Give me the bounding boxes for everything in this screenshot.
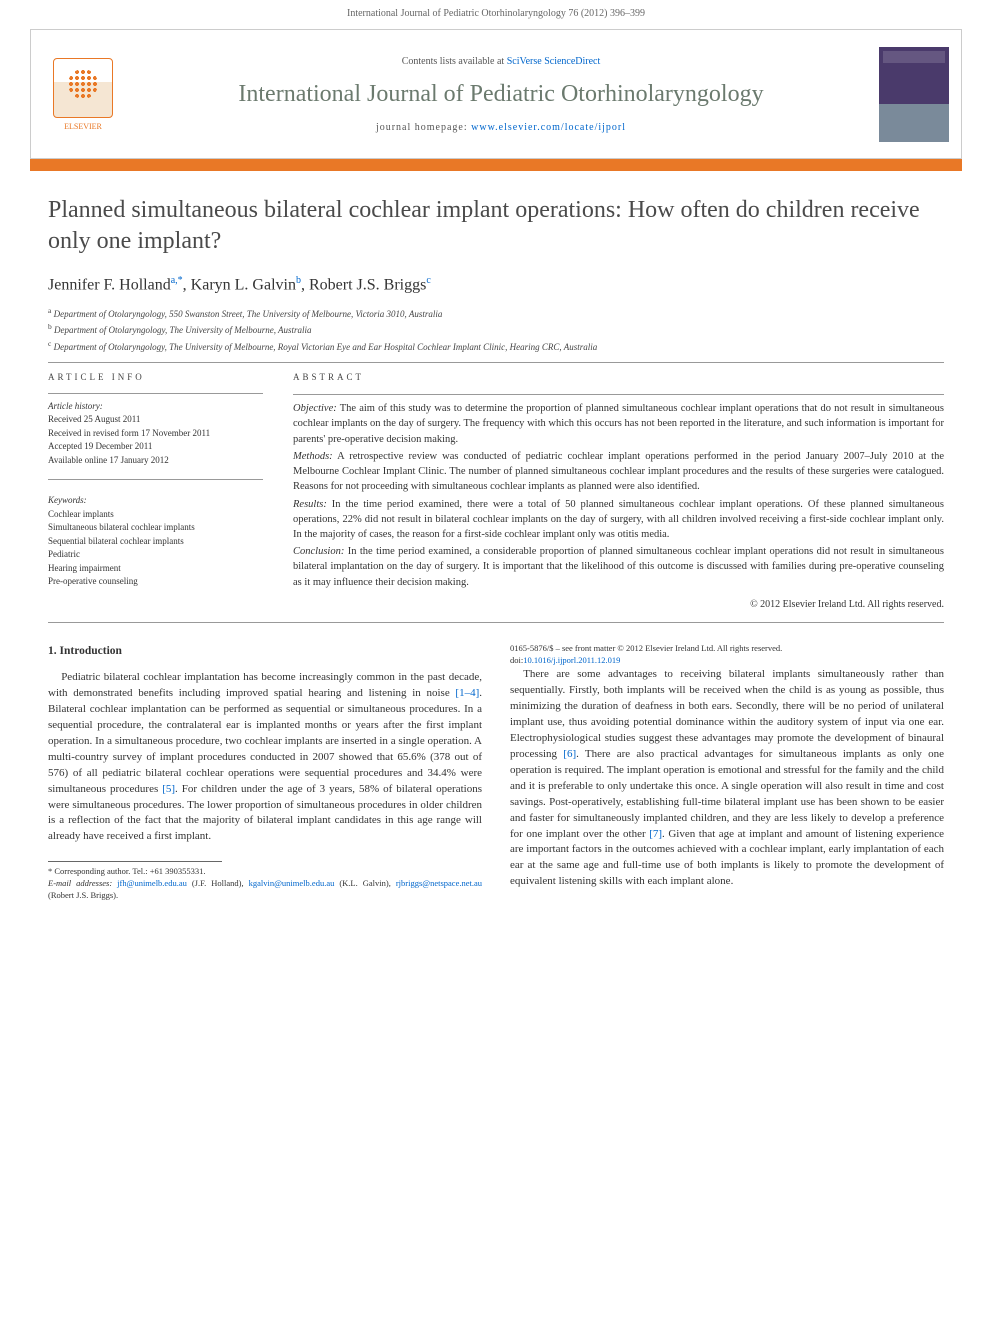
keyword-item: Pre-operative counseling bbox=[48, 575, 263, 589]
author-2: Karyn L. Galvin bbox=[191, 277, 296, 294]
history-accepted: Accepted 19 December 2011 bbox=[48, 440, 263, 454]
email-addresses: E-mail addresses: jfh@unimelb.edu.au (J.… bbox=[48, 878, 482, 902]
info-abstract-row: ARTICLE INFO Article history: Received 2… bbox=[48, 371, 944, 612]
abstract-results-label: Results: bbox=[293, 499, 327, 510]
article-info-heading: ARTICLE INFO bbox=[48, 371, 263, 385]
divider bbox=[293, 394, 944, 395]
author-1-affil: a,* bbox=[171, 275, 183, 286]
abstract-methods: A retrospective review was conducted of … bbox=[293, 451, 944, 492]
divider bbox=[48, 622, 944, 623]
text-span: (K.L. Galvin), bbox=[334, 878, 395, 888]
abstract-conclusion: In the time period examined, a considera… bbox=[293, 546, 944, 587]
elsevier-tree-icon bbox=[53, 58, 113, 118]
body-text-columns: 1. Introduction Pediatric bilateral coch… bbox=[48, 643, 944, 902]
contents-prefix: Contents lists available at bbox=[402, 56, 507, 67]
running-header: International Journal of Pediatric Otorh… bbox=[0, 0, 992, 23]
divider bbox=[48, 393, 263, 394]
affiliation-b: Department of Otolaryngology, The Univer… bbox=[54, 325, 312, 335]
author-list: Jennifer F. Hollanda,*, Karyn L. Galvinb… bbox=[48, 275, 944, 294]
text-span: (J.F. Holland), bbox=[187, 878, 249, 888]
orange-divider-bar bbox=[30, 159, 962, 171]
author-2-affil: b bbox=[296, 275, 301, 286]
keyword-item: Hearing impairment bbox=[48, 562, 263, 576]
journal-banner: ELSEVIER Contents lists available at Sci… bbox=[30, 29, 962, 159]
footer-block: 0165-5876/$ – see front matter © 2012 El… bbox=[510, 643, 944, 667]
affiliation-a: Department of Otolaryngology, 550 Swanst… bbox=[54, 309, 443, 319]
email-link[interactable]: rjbriggs@netspace.net.au bbox=[396, 878, 482, 888]
abstract-heading: ABSTRACT bbox=[293, 371, 944, 384]
reference-link[interactable]: [7] bbox=[649, 828, 662, 840]
author-3-affil: c bbox=[426, 275, 430, 286]
footnotes-block: * Corresponding author. Tel.: +61 390355… bbox=[48, 866, 482, 902]
keyword-item: Simultaneous bilateral cochlear implants bbox=[48, 521, 263, 535]
history-label: Article history: bbox=[48, 400, 263, 414]
intro-paragraph-1: Pediatric bilateral cochlear implantatio… bbox=[48, 670, 482, 845]
abstract-block: ABSTRACT Objective: The aim of this stud… bbox=[293, 371, 944, 612]
history-revised: Received in revised form 17 November 201… bbox=[48, 427, 263, 441]
reference-link[interactable]: [6] bbox=[563, 748, 576, 760]
divider bbox=[48, 479, 263, 480]
journal-cover-thumbnail bbox=[879, 47, 949, 142]
affiliations: a Department of Otolaryngology, 550 Swan… bbox=[48, 305, 944, 355]
email-link[interactable]: jfh@unimelb.edu.au bbox=[117, 878, 187, 888]
abstract-conclusion-label: Conclusion: bbox=[293, 546, 344, 557]
keyword-item: Cochlear implants bbox=[48, 508, 263, 522]
doi-prefix: doi: bbox=[510, 655, 523, 665]
abstract-objective: The aim of this study was to determine t… bbox=[293, 403, 944, 444]
abstract-methods-label: Methods: bbox=[293, 451, 333, 462]
abstract-objective-label: Objective: bbox=[293, 403, 337, 414]
reference-link[interactable]: [5] bbox=[162, 783, 175, 795]
email-link[interactable]: kgalvin@unimelb.edu.au bbox=[249, 878, 335, 888]
journal-homepage-line: journal homepage: www.elsevier.com/locat… bbox=[123, 122, 879, 133]
homepage-prefix: journal homepage: bbox=[376, 122, 471, 133]
elsevier-logo[interactable]: ELSEVIER bbox=[43, 44, 123, 144]
keywords-label: Keywords: bbox=[48, 494, 263, 508]
banner-center: Contents lists available at SciVerse Sci… bbox=[123, 56, 879, 133]
doi-link[interactable]: 10.1016/j.ijporl.2011.12.019 bbox=[523, 655, 620, 665]
footnote-divider bbox=[48, 861, 222, 862]
keyword-item: Pediatric bbox=[48, 548, 263, 562]
divider bbox=[48, 362, 944, 363]
journal-title: International Journal of Pediatric Otorh… bbox=[123, 81, 879, 108]
publisher-name: ELSEVIER bbox=[64, 122, 102, 131]
intro-paragraph-2: There are some advantages to receiving b… bbox=[510, 667, 944, 890]
keyword-item: Sequential bilateral cochlear implants bbox=[48, 535, 263, 549]
text-span: . There are also practical advantages fo… bbox=[510, 748, 944, 840]
abstract-copyright: © 2012 Elsevier Ireland Ltd. All rights … bbox=[293, 598, 944, 613]
article-body: Planned simultaneous bilateral cochlear … bbox=[0, 171, 992, 932]
email-label: E-mail addresses: bbox=[48, 878, 112, 888]
article-info-block: ARTICLE INFO Article history: Received 2… bbox=[48, 371, 263, 612]
text-span: There are some advantages to receiving b… bbox=[510, 668, 944, 760]
keywords-block: Keywords: Cochlear implants Simultaneous… bbox=[48, 494, 263, 589]
article-title: Planned simultaneous bilateral cochlear … bbox=[48, 195, 944, 257]
text-span: (Robert J.S. Briggs). bbox=[48, 890, 118, 900]
history-online: Available online 17 January 2012 bbox=[48, 454, 263, 468]
abstract-results: In the time period examined, there were … bbox=[293, 499, 944, 540]
reference-link[interactable]: [1–4] bbox=[455, 687, 479, 699]
section-1-heading: 1. Introduction bbox=[48, 643, 482, 660]
issn-copyright-line: 0165-5876/$ – see front matter © 2012 El… bbox=[510, 643, 944, 655]
author-1: Jennifer F. Holland bbox=[48, 277, 171, 294]
contents-available-line: Contents lists available at SciVerse Sci… bbox=[123, 56, 879, 67]
text-span: Pediatric bilateral cochlear implantatio… bbox=[48, 671, 482, 699]
history-received: Received 25 August 2011 bbox=[48, 413, 263, 427]
corresponding-author-note: * Corresponding author. Tel.: +61 390355… bbox=[48, 866, 482, 878]
journal-homepage-link[interactable]: www.elsevier.com/locate/ijporl bbox=[471, 122, 626, 133]
text-span: . Bilateral cochlear implantation can be… bbox=[48, 687, 482, 795]
author-3: Robert J.S. Briggs bbox=[309, 277, 426, 294]
sciencedirect-link[interactable]: SciVerse ScienceDirect bbox=[507, 56, 601, 67]
affiliation-c: Department of Otolaryngology, The Univer… bbox=[54, 342, 598, 352]
